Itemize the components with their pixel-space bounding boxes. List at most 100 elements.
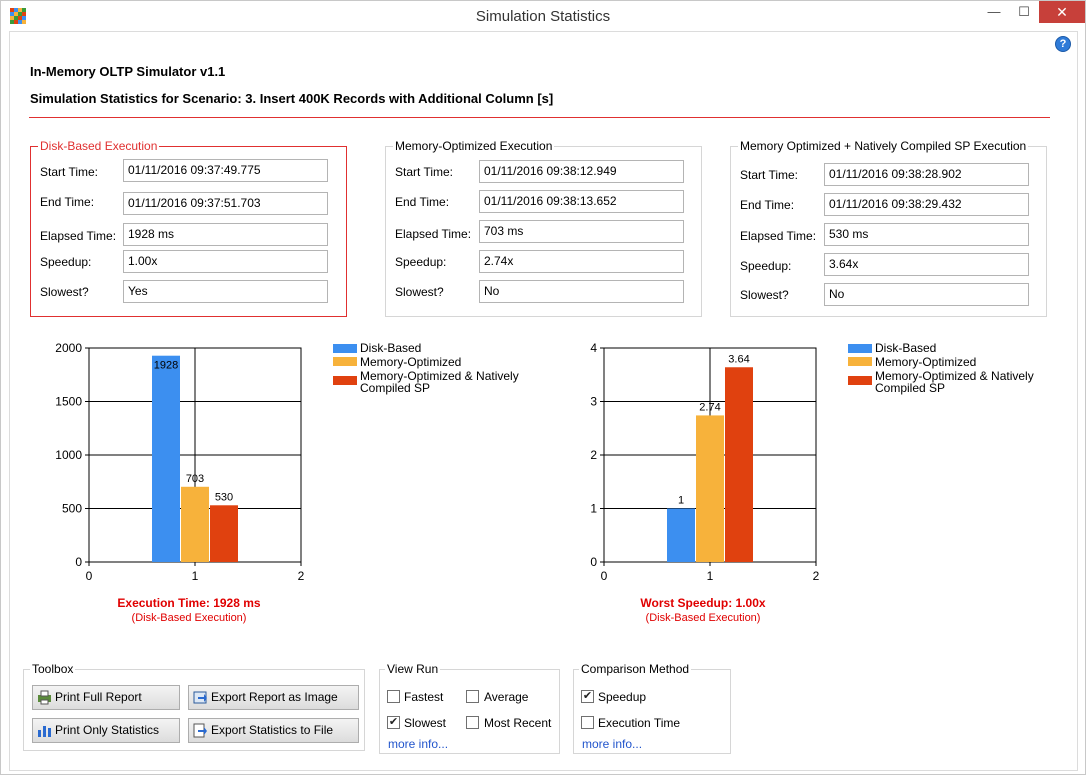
start-time-field[interactable]: 01/11/2016 09:38:28.902 bbox=[824, 163, 1029, 186]
legend-swatch-disk bbox=[848, 344, 872, 353]
elapsed-time-label: Elapsed Time: bbox=[40, 229, 117, 243]
y-tick-label: 0 bbox=[590, 555, 597, 569]
caption-sub: (Disk-Based Execution) bbox=[645, 612, 761, 624]
elapsed-time-label: Elapsed Time: bbox=[395, 227, 472, 241]
speedup-label: Speedup: bbox=[395, 255, 447, 269]
most-recent-checkbox[interactable] bbox=[466, 716, 479, 729]
execution-time-caption: Execution Time: 1928 ms (Disk-Based Exec… bbox=[89, 596, 289, 624]
group-title: Disk-Based Execution bbox=[38, 139, 160, 153]
y-tick-label: 1000 bbox=[55, 448, 82, 462]
legend-item-mem: Memory-Optimized bbox=[875, 355, 977, 369]
start-time-field[interactable]: 01/11/2016 09:37:49.775 bbox=[123, 159, 328, 182]
y-tick-label: 4 bbox=[590, 341, 597, 355]
export-statistics-file-button[interactable]: Export Statistics to File bbox=[188, 718, 359, 743]
legend-item-mem: Memory-Optimized bbox=[360, 355, 462, 369]
minimize-button[interactable]: — bbox=[987, 4, 1001, 19]
bar-memory-optimized bbox=[696, 415, 724, 562]
speedup-option-label: Speedup bbox=[598, 690, 647, 704]
title-divider bbox=[29, 117, 1050, 118]
export-image-icon bbox=[193, 691, 207, 704]
end-time-label: End Time: bbox=[395, 195, 450, 209]
comparison-method-title: Comparison Method bbox=[579, 662, 692, 676]
print-full-report-button[interactable]: Print Full Report bbox=[32, 685, 180, 710]
print-only-statistics-button[interactable]: Print Only Statistics bbox=[32, 718, 180, 743]
speedup-label: Speedup: bbox=[740, 259, 792, 273]
execution-time-chart-svg: 0 500 1000 1500 2000 0 1 2 1928 703 530 bbox=[55, 341, 305, 583]
close-button[interactable]: ✕ bbox=[1039, 1, 1085, 23]
view-run-more-info-link[interactable]: more info... bbox=[388, 737, 449, 751]
end-time-field[interactable]: 01/11/2016 09:38:13.652 bbox=[479, 190, 684, 213]
group-title: Memory Optimized + Natively Compiled SP … bbox=[738, 139, 1029, 153]
export-statistics-file-label: Export Statistics to File bbox=[211, 723, 334, 737]
scenario-title: Simulation Statistics for Scenario: 3. I… bbox=[30, 91, 554, 106]
end-time-field[interactable]: 01/11/2016 09:38:29.432 bbox=[824, 193, 1029, 216]
native-compiled-execution-group: Memory Optimized + Natively Compiled SP … bbox=[730, 139, 1047, 317]
bar-chart-icon bbox=[38, 726, 51, 737]
view-run-title: View Run bbox=[385, 662, 441, 676]
toolbox-group: Toolbox Print Full Report Export Report … bbox=[23, 662, 365, 751]
speedup-label: Speedup: bbox=[40, 255, 92, 269]
bar-memory-optimized bbox=[181, 486, 209, 562]
export-file-icon bbox=[193, 723, 207, 738]
legend-item-disk: Disk-Based bbox=[360, 341, 422, 355]
speedup-field[interactable]: 2.74x bbox=[479, 250, 684, 273]
speedup-checkbox[interactable]: ✔ bbox=[581, 690, 594, 703]
average-checkbox[interactable] bbox=[466, 690, 479, 703]
slowest-checkbox[interactable]: ✔ bbox=[387, 716, 400, 729]
speedup-caption: Worst Speedup: 1.00x (Disk-Based Executi… bbox=[603, 596, 803, 624]
fastest-checkbox[interactable] bbox=[387, 690, 400, 703]
disk-based-execution-group: Disk-Based Execution Start Time: End Tim… bbox=[30, 139, 347, 317]
speedup-chart-svg: 0 1 2 3 4 0 1 2 1 2.74 3.64 bbox=[590, 341, 819, 583]
bar-disk-based bbox=[152, 355, 180, 562]
caption-main: Execution Time: 1928 ms bbox=[117, 596, 261, 610]
data-label: 530 bbox=[215, 491, 233, 503]
caption-main: Worst Speedup: 1.00x bbox=[640, 596, 766, 610]
comparison-method-group: Comparison Method ✔ Speedup Execution Ti… bbox=[573, 662, 731, 754]
start-time-field[interactable]: 01/11/2016 09:38:12.949 bbox=[479, 160, 684, 183]
x-tick-label: 2 bbox=[298, 569, 305, 583]
data-label: 1 bbox=[678, 495, 684, 507]
slowest-label: Slowest? bbox=[395, 285, 444, 299]
start-time-label: Start Time: bbox=[740, 168, 799, 182]
x-tick-label: 0 bbox=[601, 569, 608, 583]
slowest-field[interactable]: No bbox=[824, 283, 1029, 306]
speedup-field[interactable]: 1.00x bbox=[123, 250, 328, 273]
y-tick-label: 0 bbox=[75, 555, 82, 569]
slowest-field[interactable]: Yes bbox=[123, 280, 328, 303]
slowest-option-label: Slowest bbox=[404, 716, 447, 730]
export-report-image-label: Export Report as Image bbox=[211, 690, 338, 704]
caption-sub: (Disk-Based Execution) bbox=[131, 612, 247, 624]
help-icon[interactable]: ? bbox=[1055, 36, 1071, 52]
slowest-label: Slowest? bbox=[40, 285, 89, 299]
window-title: Simulation Statistics bbox=[475, 8, 611, 25]
end-time-field[interactable]: 01/11/2016 09:37:51.703 bbox=[123, 192, 328, 215]
slowest-label: Slowest? bbox=[740, 288, 789, 302]
print-full-report-label: Print Full Report bbox=[55, 690, 142, 704]
x-tick-label: 1 bbox=[192, 569, 199, 583]
elapsed-time-field[interactable]: 530 ms bbox=[824, 223, 1029, 246]
print-only-statistics-label: Print Only Statistics bbox=[55, 723, 160, 737]
bar-disk-based bbox=[667, 508, 695, 562]
elapsed-time-field[interactable]: 1928 ms bbox=[123, 223, 328, 246]
memory-optimized-execution-group: Memory-Optimized Execution Start Time: E… bbox=[385, 139, 702, 317]
elapsed-time-label: Elapsed Time: bbox=[740, 229, 817, 243]
speedup-field[interactable]: 3.64x bbox=[824, 253, 1029, 276]
maximize-button[interactable]: ☐ bbox=[1018, 4, 1030, 19]
y-tick-label: 500 bbox=[62, 502, 82, 516]
printer-icon bbox=[38, 690, 51, 705]
data-label: 3.64 bbox=[728, 353, 749, 365]
x-tick-label: 0 bbox=[86, 569, 93, 583]
y-tick-label: 2 bbox=[590, 448, 597, 462]
legend-swatch-mem bbox=[848, 357, 872, 366]
execution-time-checkbox[interactable] bbox=[581, 716, 594, 729]
bar-native-compiled bbox=[210, 505, 238, 562]
legend-item-native: Memory-Optimized & Natively Compiled SP bbox=[360, 369, 519, 395]
export-report-image-button[interactable]: Export Report as Image bbox=[188, 685, 359, 710]
comparison-more-info-link[interactable]: more info... bbox=[582, 737, 643, 751]
execution-time-option-label: Execution Time bbox=[598, 716, 681, 730]
slowest-field[interactable]: No bbox=[479, 280, 684, 303]
elapsed-time-field[interactable]: 703 ms bbox=[479, 220, 684, 243]
legend-swatch-disk bbox=[333, 344, 357, 353]
y-tick-label: 1 bbox=[590, 502, 597, 516]
